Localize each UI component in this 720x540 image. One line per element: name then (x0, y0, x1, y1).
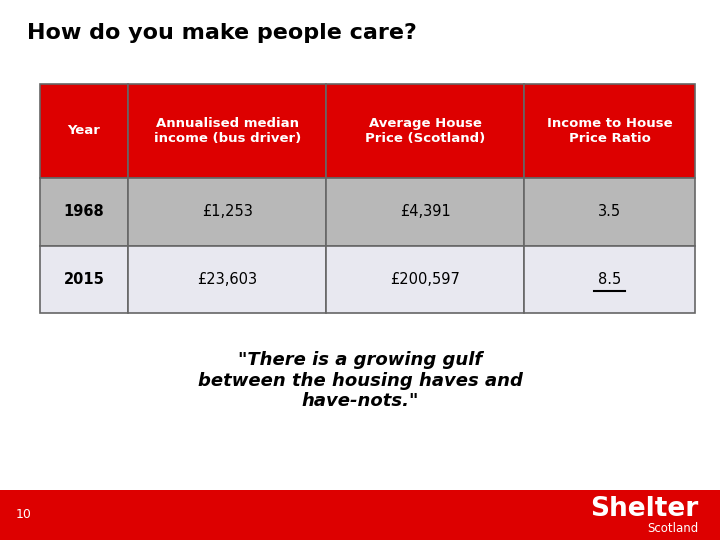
Text: Annualised median
income (bus driver): Annualised median income (bus driver) (153, 117, 301, 145)
Bar (326, 178, 524, 246)
Text: 3.5: 3.5 (598, 205, 621, 219)
Text: £200,597: £200,597 (390, 272, 460, 287)
Bar (128, 178, 326, 246)
Text: 1968: 1968 (63, 205, 104, 219)
Bar (524, 178, 695, 246)
Text: 2015: 2015 (63, 272, 104, 287)
Text: £23,603: £23,603 (197, 272, 257, 287)
Bar (524, 246, 695, 313)
Bar (128, 84, 326, 178)
Text: £1,253: £1,253 (202, 205, 253, 219)
Text: 10: 10 (16, 508, 32, 522)
Text: How do you make people care?: How do you make people care? (27, 23, 417, 43)
Bar (0, 490, 720, 540)
Text: 8.5: 8.5 (598, 272, 621, 287)
Text: "There is a growing gulf
between the housing haves and
have-nots.": "There is a growing gulf between the hou… (197, 351, 523, 410)
Bar (40, 246, 128, 313)
Text: Year: Year (68, 124, 100, 138)
Text: £4,391: £4,391 (400, 205, 451, 219)
Text: Income to House
Price Ratio: Income to House Price Ratio (546, 117, 672, 145)
Bar (524, 84, 695, 178)
Bar (128, 246, 326, 313)
Bar (326, 246, 524, 313)
Text: Average House
Price (Scotland): Average House Price (Scotland) (365, 117, 485, 145)
Bar (40, 178, 128, 246)
Text: Scotland: Scotland (647, 523, 699, 536)
Bar (40, 84, 128, 178)
Bar (326, 84, 524, 178)
Text: Shelter: Shelter (590, 496, 698, 522)
